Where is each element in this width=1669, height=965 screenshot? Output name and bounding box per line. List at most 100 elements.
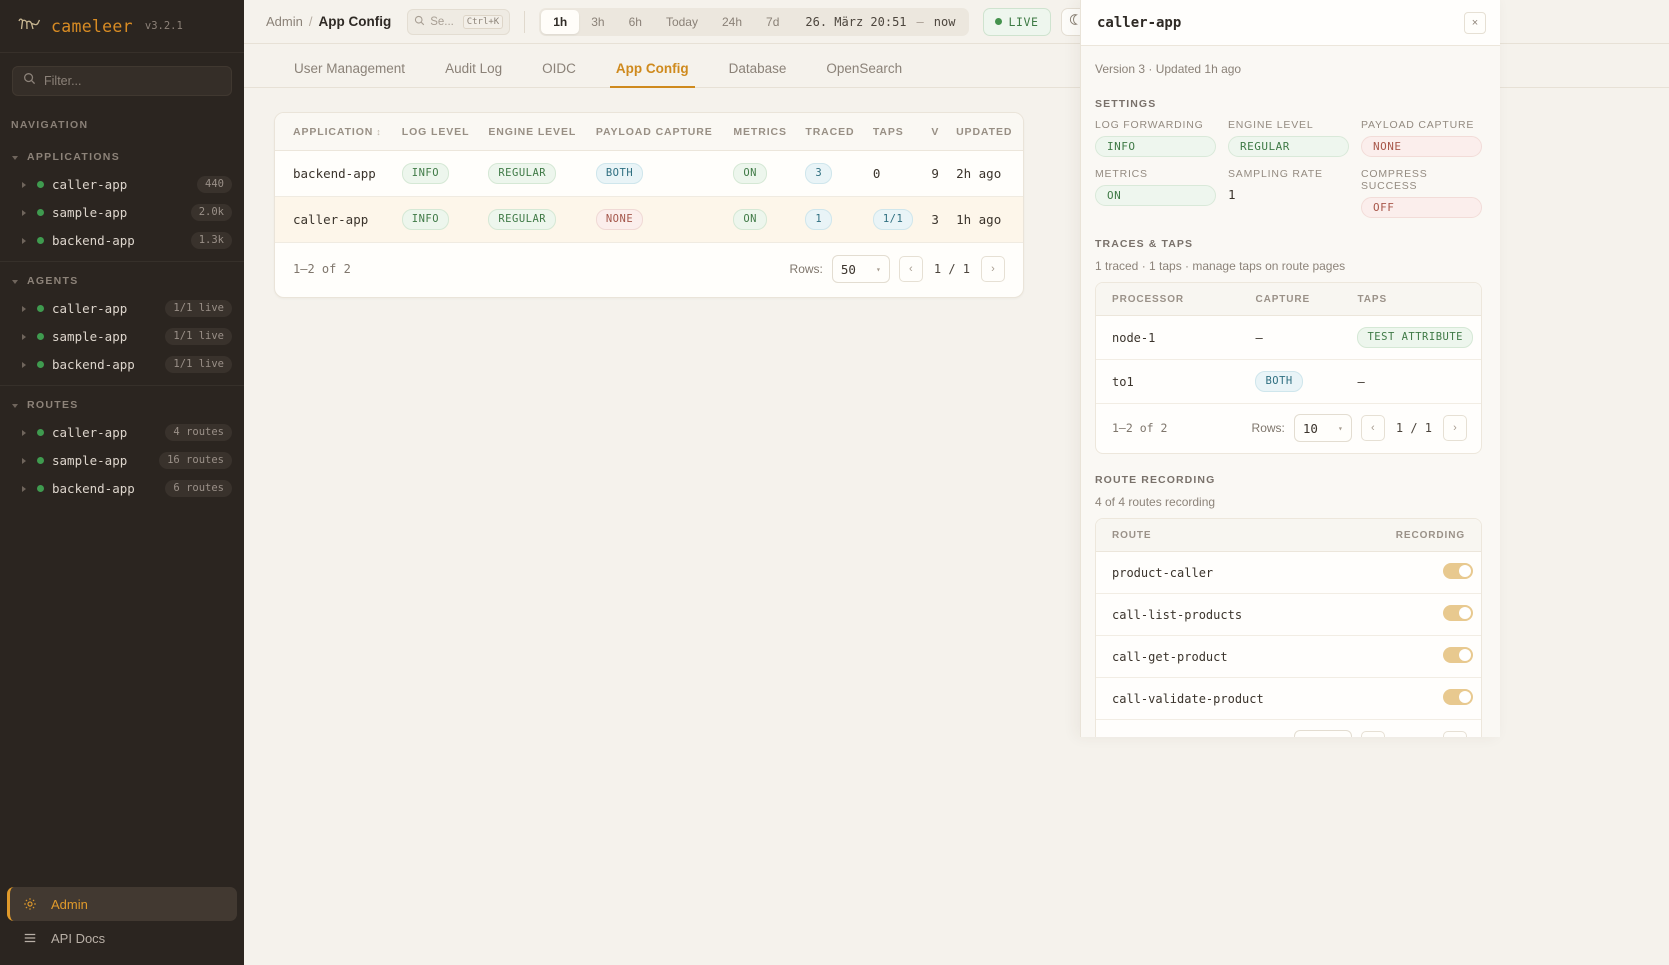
sidebar-item-route-caller-app[interactable]: caller-app 4 routes: [0, 418, 244, 446]
admin-tabs: User Management Audit Log OIDC App Confi…: [244, 44, 1669, 88]
group-header-applications[interactable]: APPLICATIONS: [0, 138, 244, 170]
chevron-down-icon: ▾: [1338, 423, 1343, 433]
sidebar-item-agent-sample-app[interactable]: sample-app 1/1 live: [0, 322, 244, 350]
recording-toggle[interactable]: [1443, 647, 1473, 663]
column-engine-level[interactable]: ENGINE LEVEL: [480, 113, 588, 151]
range-button-6h[interactable]: 6h: [628, 14, 642, 29]
tab-app-config[interactable]: App Config: [596, 61, 709, 88]
rows-per-page-select[interactable]: 10 ▾: [1293, 414, 1352, 442]
table-row[interactable]: node-1 — TEST ATTRIBUTE: [1096, 315, 1481, 360]
range-button-3h[interactable]: 3h: [591, 14, 605, 29]
brand-logo[interactable]: cameleer v3.2.1: [0, 0, 244, 53]
camel-icon: [16, 15, 42, 37]
chevron-right-icon: [22, 181, 29, 188]
table-row[interactable]: product-caller: [1096, 551, 1481, 594]
next-page-button[interactable]: ›: [1443, 731, 1467, 737]
setting-value[interactable]: INFO: [1095, 136, 1216, 157]
table-row[interactable]: call-validate-product: [1096, 677, 1481, 720]
column-traced[interactable]: TRACED: [797, 113, 865, 151]
column-application[interactable]: APPLICATION ↕: [275, 113, 394, 151]
cell-engine-level: REGULAR: [480, 150, 588, 197]
chevron-right-icon: [22, 209, 29, 216]
rows-per-page-select[interactable]: 10 ▾: [1293, 730, 1352, 738]
payload-capture-badge: BOTH: [595, 163, 644, 184]
column-log-level[interactable]: LOG LEVEL: [393, 113, 481, 151]
next-page-button[interactable]: ›: [1443, 415, 1467, 441]
sort-arrow-icon: ↕: [376, 127, 382, 137]
column-v[interactable]: V: [923, 113, 949, 151]
panel-body: Version 3 · Updated 1h ago SETTINGS LOG …: [1081, 46, 1500, 737]
cell-taps: —: [1349, 359, 1481, 404]
group-header-agents[interactable]: AGENTS: [0, 262, 244, 294]
sidebar-item-admin[interactable]: Admin: [7, 887, 237, 921]
table-row[interactable]: call-get-product: [1096, 635, 1481, 678]
close-icon[interactable]: ×: [1464, 11, 1486, 34]
recording-toggle[interactable]: [1443, 605, 1473, 621]
chevron-right-icon: [22, 333, 29, 340]
status-dot: [37, 208, 44, 216]
sidebar-item-app-caller-app[interactable]: caller-app 440: [0, 170, 244, 198]
traced-badge: 3: [805, 163, 833, 184]
table-row[interactable]: call-list-products: [1096, 593, 1481, 636]
cell-route: product-caller: [1096, 551, 1348, 594]
chevron-right-icon: [22, 485, 29, 492]
range-button-today[interactable]: Today: [665, 14, 698, 29]
time-range-group: 1h 3h 6h Today 24h 7d 26. März 20:51 — n…: [539, 7, 970, 36]
global-search-box[interactable]: Se... Ctrl+K: [407, 8, 511, 35]
cell-metrics: ON: [725, 150, 798, 197]
cell-recording: [1347, 593, 1481, 636]
table-header-row: ROUTE RECORDING: [1096, 519, 1481, 552]
setting-value[interactable]: REGULAR: [1228, 136, 1349, 157]
rows-per-page-value: 10: [1303, 737, 1318, 738]
tab-opensearch[interactable]: OpenSearch: [826, 61, 903, 76]
filter-input[interactable]: [44, 74, 221, 88]
sidebar-item-app-backend-app[interactable]: backend-app 1.3k: [0, 226, 244, 254]
next-page-button[interactable]: ›: [981, 256, 1005, 282]
prev-page-button[interactable]: ‹: [1360, 731, 1385, 737]
tab-database[interactable]: Database: [728, 61, 787, 76]
recording-toggle[interactable]: [1443, 689, 1473, 705]
chevron-right-icon: [22, 237, 29, 244]
sidebar-group-applications: APPLICATIONS caller-app 440 sample-app 2…: [0, 138, 244, 261]
sidebar-item-route-sample-app[interactable]: sample-app 16 routes: [0, 446, 244, 474]
column-taps[interactable]: TAPS: [864, 113, 924, 151]
setting-value[interactable]: NONE: [1361, 136, 1482, 157]
column-metrics[interactable]: METRICS: [725, 113, 798, 151]
setting-value[interactable]: OFF: [1361, 197, 1482, 218]
sidebar-item-agent-caller-app[interactable]: caller-app 1/1 live: [0, 294, 244, 322]
sidebar-item-route-backend-app[interactable]: backend-app 6 routes: [0, 474, 244, 502]
live-toggle[interactable]: LIVE: [983, 7, 1051, 36]
table-row[interactable]: caller-app INFO REGULAR NONE ON 1 1/1 3 …: [275, 196, 1023, 243]
range-button-24h[interactable]: 24h: [721, 14, 743, 29]
column-updated[interactable]: UPDATED: [948, 113, 1023, 151]
column-payload-capture[interactable]: PAYLOAD CAPTURE: [587, 113, 726, 151]
prev-page-button[interactable]: ‹: [898, 256, 923, 282]
column-route: ROUTE: [1096, 519, 1348, 552]
group-header-routes[interactable]: ROUTES: [0, 386, 244, 418]
prev-page-button[interactable]: ‹: [1360, 415, 1385, 441]
pencil-icon[interactable]: [1469, 60, 1482, 78]
range-button-1h[interactable]: 1h: [541, 9, 580, 34]
cell-route: call-list-products: [1096, 593, 1348, 636]
pagination-controls: Rows: 50 ▾ ‹ 1 / 1 ›: [790, 255, 1005, 283]
tab-audit-log[interactable]: Audit Log: [445, 61, 503, 76]
sidebar-item-app-sample-app[interactable]: sample-app 2.0k: [0, 198, 244, 226]
table-row[interactable]: backend-app INFO REGULAR BOTH ON 3 0 9 2…: [275, 150, 1023, 197]
tab-oidc[interactable]: OIDC: [542, 61, 576, 76]
setting-value[interactable]: ON: [1095, 185, 1216, 206]
recording-toggle[interactable]: [1443, 563, 1473, 579]
range-dash: —: [916, 14, 924, 29]
range-button-7d[interactable]: 7d: [766, 14, 780, 29]
sidebar-item-agent-backend-app[interactable]: backend-app 1/1 live: [0, 350, 244, 378]
tab-user-management[interactable]: User Management: [294, 61, 406, 76]
page-indicator: 1 / 1: [933, 262, 970, 276]
filter-box[interactable]: [12, 66, 232, 96]
breadcrumb-root[interactable]: Admin: [266, 14, 303, 29]
range-to[interactable]: now: [933, 14, 956, 29]
sidebar-item-api-docs[interactable]: API Docs: [7, 921, 237, 955]
range-from[interactable]: 26. März 20:51: [805, 14, 907, 29]
table-row[interactable]: to1 BOTH —: [1096, 359, 1481, 404]
chevron-right-icon: [22, 361, 29, 368]
rows-per-page-select[interactable]: 50 ▾: [831, 255, 890, 283]
status-dot: [37, 484, 44, 492]
